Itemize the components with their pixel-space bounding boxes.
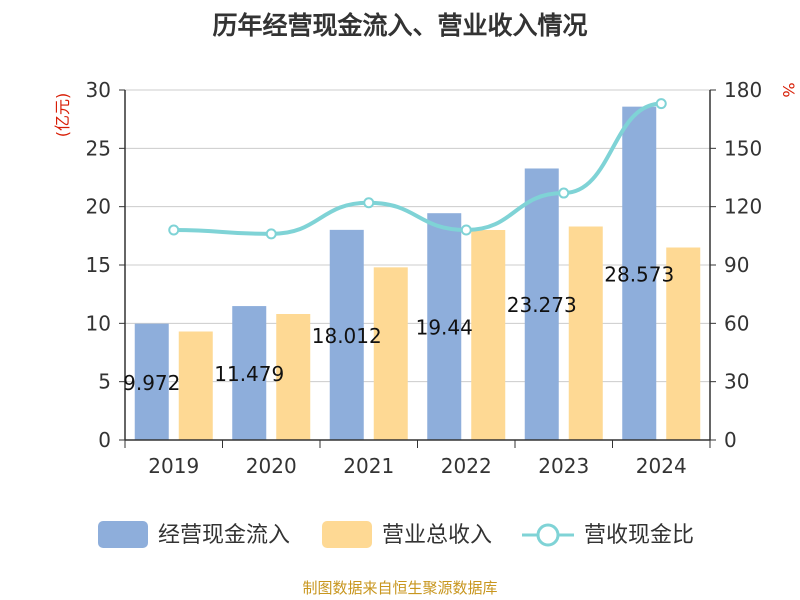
legend-label-revenue: 营业总收入 bbox=[382, 523, 492, 548]
bar-revenue[interactable] bbox=[568, 226, 603, 441]
data-label-cash-inflow: 19.44 bbox=[416, 316, 473, 340]
data-label-cash-inflow: 18.012 bbox=[312, 324, 382, 348]
left-axis-tick-label: 0 bbox=[98, 428, 111, 452]
left-axis-tick-label: 20 bbox=[86, 195, 111, 219]
legend-item-revenue[interactable]: 营业总收入 bbox=[322, 521, 492, 548]
left-axis-tick-label: 25 bbox=[86, 136, 111, 160]
left-axis-tick-label: 5 bbox=[98, 370, 111, 394]
bar-revenue[interactable] bbox=[178, 331, 213, 441]
data-label-cash-inflow: 11.479 bbox=[214, 362, 284, 386]
axes: 0 5 10 15 20 25 30 0 30 60 90 120 150 180 2019 2020 2021… bbox=[86, 78, 763, 478]
data-label-cash-inflow: 9.972 bbox=[123, 371, 180, 395]
ratio-point[interactable] bbox=[265, 228, 277, 240]
ratio-point[interactable] bbox=[168, 224, 180, 236]
legend-item-ratio[interactable]: 营收现金比 bbox=[522, 523, 694, 548]
right-axis-tick-label: 150 bbox=[724, 136, 762, 160]
x-axis-tick-label: 2023 bbox=[538, 454, 589, 478]
legend-label-cash-inflow: 经营现金流入 bbox=[158, 523, 290, 548]
x-axis-tick-label: 2022 bbox=[441, 454, 492, 478]
data-labels: 9.972 11.479 18.012 19.44 23.273 28.573 bbox=[123, 262, 674, 395]
legend-swatch-cash-inflow bbox=[98, 521, 148, 548]
right-axis-tick-label: 180 bbox=[724, 78, 762, 102]
bar-cash-inflow[interactable] bbox=[134, 323, 169, 440]
data-label-cash-inflow: 23.273 bbox=[507, 293, 577, 317]
bar-cash-inflow[interactable] bbox=[329, 229, 364, 440]
grid-lines bbox=[125, 89, 710, 383]
left-axis-tick-label: 10 bbox=[86, 311, 111, 335]
right-axis-tick-label: 0 bbox=[724, 428, 737, 452]
x-axis-tick-label: 2021 bbox=[343, 454, 394, 478]
source-note: 制图数据来自恒生聚源数据库 bbox=[302, 579, 497, 597]
data-label-cash-inflow: 28.573 bbox=[604, 262, 674, 286]
legend-swatch-revenue bbox=[322, 521, 372, 548]
ratio-point[interactable] bbox=[363, 197, 375, 209]
ratio-point[interactable] bbox=[558, 187, 570, 199]
bar-cash-inflow[interactable] bbox=[622, 106, 657, 441]
ratio-point[interactable] bbox=[655, 98, 667, 110]
left-axis-tick-label: 30 bbox=[86, 78, 111, 102]
x-axis-tick-label: 2020 bbox=[246, 454, 297, 478]
bar-revenue[interactable] bbox=[666, 247, 701, 441]
right-axis-unit: % bbox=[779, 82, 798, 97]
bar-revenue[interactable] bbox=[373, 267, 408, 440]
bar-cash-inflow[interactable] bbox=[427, 213, 462, 440]
left-axis-unit: (亿元) bbox=[53, 93, 72, 138]
x-axis-tick-label: 2024 bbox=[636, 454, 687, 478]
ratio-line-series bbox=[168, 98, 667, 240]
bar-revenue[interactable] bbox=[471, 230, 506, 440]
legend-swatch-ratio-marker bbox=[536, 523, 560, 547]
ratio-line bbox=[173, 101, 662, 236]
left-axis-tick-label: 15 bbox=[86, 253, 111, 277]
x-axis-tick-label: 2019 bbox=[148, 454, 199, 478]
ratio-point[interactable] bbox=[460, 224, 472, 236]
legend-label-ratio: 营收现金比 bbox=[584, 523, 694, 548]
chart-title: 历年经营现金流入、营业收入情况 bbox=[212, 11, 587, 40]
legend: 经营现金流入 营业总收入 营收现金比 bbox=[98, 521, 694, 548]
bar-cash-inflow[interactable] bbox=[524, 168, 559, 440]
right-axis-tick-label: 120 bbox=[724, 195, 762, 219]
right-axis-tick-label: 60 bbox=[724, 311, 749, 335]
bar-revenue[interactable] bbox=[276, 314, 311, 440]
right-axis-tick-label: 90 bbox=[724, 253, 749, 277]
legend-item-cash-inflow[interactable]: 经营现金流入 bbox=[98, 521, 290, 548]
bar-cash-inflow[interactable] bbox=[232, 306, 267, 440]
right-axis-tick-label: 30 bbox=[724, 370, 749, 394]
bars bbox=[134, 106, 701, 441]
